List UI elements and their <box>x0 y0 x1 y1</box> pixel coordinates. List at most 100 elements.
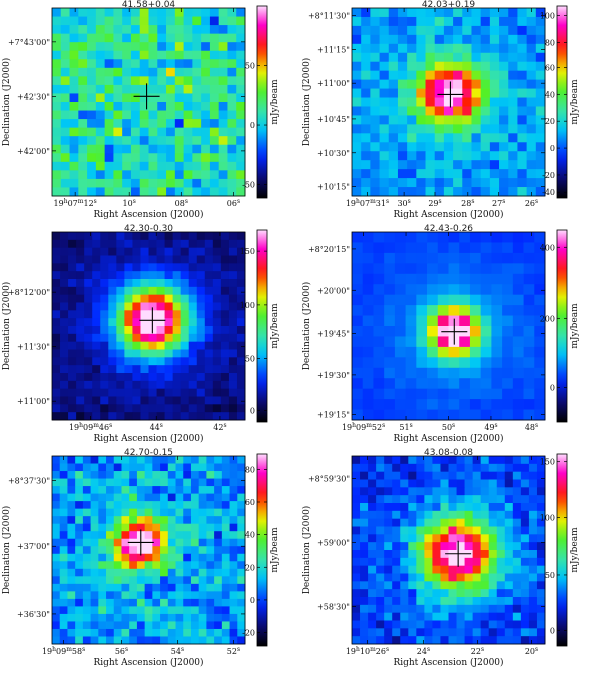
heatmap-cell <box>434 52 445 63</box>
heatmap-cell <box>90 613 99 622</box>
heatmap-cell <box>148 93 158 103</box>
heatmap-cell <box>52 456 61 464</box>
heatmap-cell <box>214 576 223 585</box>
heatmap-cell <box>528 456 538 465</box>
heatmap-cell <box>183 463 192 472</box>
heatmap-cell <box>201 127 211 137</box>
heatmap-cell <box>407 61 417 72</box>
heatmap-cell <box>228 239 238 249</box>
heatmap-cell <box>183 136 193 146</box>
heatmap-cell <box>397 169 408 179</box>
heatmap-cell <box>491 357 503 369</box>
heatmap-cell <box>67 456 76 464</box>
heatmap-cell <box>480 79 491 89</box>
heatmap-cell <box>175 501 184 510</box>
heatmap-cell <box>75 621 84 630</box>
heatmap-cell <box>352 479 361 488</box>
heatmap-cell <box>236 76 246 86</box>
heatmap-cell <box>108 357 117 366</box>
heatmap-cell <box>100 357 109 366</box>
heatmap-cell <box>361 79 371 89</box>
colorbar <box>556 453 568 647</box>
heatmap-cell <box>174 50 184 60</box>
heatmap-cell <box>443 79 454 89</box>
heatmap-cell <box>87 136 97 146</box>
heatmap-cell <box>192 59 202 69</box>
heatmap-cell <box>352 106 362 116</box>
heatmap-cell <box>464 573 474 582</box>
heatmap-cell <box>76 396 85 405</box>
heatmap-cell <box>100 349 109 358</box>
heatmap-cell <box>437 284 449 296</box>
heatmap-cell <box>98 636 107 645</box>
heatmap-cell <box>443 97 454 107</box>
heatmap-cell <box>67 546 76 555</box>
heatmap-cell <box>228 349 238 358</box>
heatmap-cell <box>220 396 230 405</box>
heatmap-cell <box>144 583 153 592</box>
heatmap-cell <box>480 620 490 629</box>
panel-svg: 42.43-0.2619h​09m​52s​51s​50s​49s​48s​+8… <box>301 224 580 444</box>
heatmap-cell <box>424 604 433 614</box>
heatmap-cell <box>236 349 246 358</box>
heatmap-cell <box>212 380 222 390</box>
heatmap-cell <box>116 318 125 327</box>
heatmap-cell <box>152 531 161 540</box>
heatmap-cell <box>352 160 362 170</box>
heatmap-cell <box>130 153 141 163</box>
heatmap-cell <box>448 628 457 637</box>
heatmap-cell <box>76 302 85 311</box>
heatmap-cell <box>52 50 62 60</box>
heatmap-cell <box>362 273 374 285</box>
heatmap-cell <box>480 612 490 621</box>
heatmap-cell <box>392 604 401 614</box>
heatmap-cell <box>167 463 176 472</box>
heatmap-cell <box>78 84 88 94</box>
heatmap-cell <box>144 531 153 540</box>
heatmap-cell <box>534 388 546 400</box>
heatmap-cell <box>104 178 114 188</box>
heatmap-cell <box>227 170 237 180</box>
heatmap-cell <box>534 399 546 410</box>
heatmap-cell <box>361 160 371 170</box>
heatmap-cell <box>237 628 246 637</box>
heatmap-cell <box>209 16 220 26</box>
heatmap-cell <box>499 79 509 89</box>
heatmap-cell <box>368 628 377 637</box>
heatmap-cell <box>220 294 230 303</box>
heatmap-cell <box>360 604 369 614</box>
heatmap-cell <box>384 336 396 348</box>
heatmap-cell <box>180 326 190 335</box>
heatmap-cell <box>166 153 176 163</box>
heatmap-cell <box>523 399 535 410</box>
heatmap-cell <box>416 178 426 188</box>
heatmap-cell <box>164 404 174 413</box>
heatmap-cell <box>379 151 390 161</box>
heatmap-cell <box>160 613 169 622</box>
heatmap-cell <box>480 169 491 179</box>
heatmap-cell <box>156 294 165 303</box>
heatmap-cell <box>437 294 449 306</box>
heatmap-cell <box>121 606 130 615</box>
heatmap-cell <box>98 523 107 532</box>
heatmap-cell <box>160 546 169 555</box>
heatmap-cell <box>440 510 449 520</box>
heatmap-cell <box>136 516 146 525</box>
heatmap-cell <box>448 542 457 551</box>
heatmap-cell <box>100 279 109 288</box>
heatmap-cell <box>508 178 518 188</box>
heatmap-cell <box>416 604 425 614</box>
heatmap-cell <box>144 576 153 585</box>
heatmap-cell <box>92 232 101 241</box>
heatmap-cell <box>462 160 472 170</box>
heatmap-cell <box>175 516 184 525</box>
colorbar-title: mJy/beam <box>270 303 280 349</box>
colorbar-tick-label: 100 <box>540 12 555 21</box>
heatmap-cell <box>90 553 99 562</box>
heatmap-cell <box>98 486 107 494</box>
heatmap-cell <box>376 471 385 480</box>
heatmap-cell <box>471 142 482 152</box>
heatmap-cell <box>157 153 167 163</box>
heatmap-cell <box>90 636 99 645</box>
heatmap-cell <box>166 127 176 137</box>
